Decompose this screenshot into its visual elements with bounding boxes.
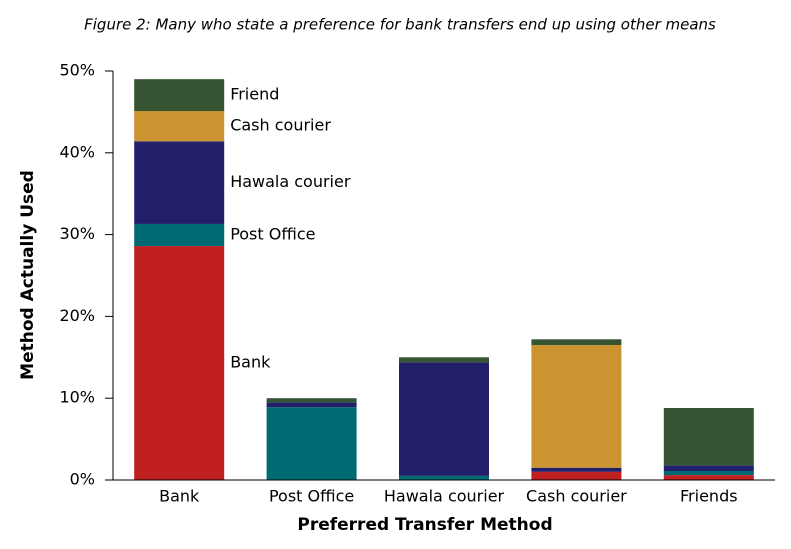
series-label: Cash courier: [230, 116, 331, 135]
bar-segment: [663, 408, 754, 466]
bar-segment: [134, 111, 225, 142]
y-tick-label: 0%: [70, 470, 95, 489]
bar-segment: [266, 398, 357, 403]
bar-segment: [134, 141, 225, 224]
y-tick-label: 20%: [59, 306, 95, 325]
series-label: Hawala courier: [230, 172, 351, 191]
bar-segment: [266, 402, 357, 408]
y-axis-label: Method Actually Used: [18, 170, 38, 380]
x-tick-label: Hawala courier: [384, 487, 505, 506]
x-axis-label: Preferred Transfer Method: [297, 515, 552, 535]
bar-segment: [134, 223, 225, 247]
series-label: Post Office: [230, 225, 315, 244]
bar-segment: [399, 357, 489, 363]
x-tick-label: Cash courier: [526, 487, 627, 506]
bar-segment: [531, 345, 622, 468]
series-label: Friend: [230, 85, 279, 104]
bar-segment: [531, 471, 622, 480]
chart-title: Figure 2: Many who state a preference fo…: [84, 16, 716, 34]
bar-segment: [134, 79, 225, 112]
y-tick-label: 30%: [59, 224, 95, 243]
bar-segment: [399, 362, 489, 476]
x-tick-label: Friends: [680, 487, 738, 506]
bar-segment: [266, 407, 357, 480]
x-tick-label: Bank: [159, 487, 200, 506]
y-tick-label: 10%: [59, 388, 95, 407]
bar-segment: [663, 465, 754, 472]
y-tick-label: 50%: [59, 61, 95, 80]
x-tick-label: Post Office: [269, 487, 354, 506]
bar-segment: [531, 339, 622, 346]
bar-segment: [663, 471, 754, 476]
series-label: Bank: [230, 353, 271, 372]
bar-segment: [399, 475, 489, 480]
bar-segment: [663, 475, 754, 480]
bar-segment: [134, 246, 225, 480]
bar-segment: [531, 467, 622, 472]
y-tick-label: 40%: [59, 142, 95, 161]
